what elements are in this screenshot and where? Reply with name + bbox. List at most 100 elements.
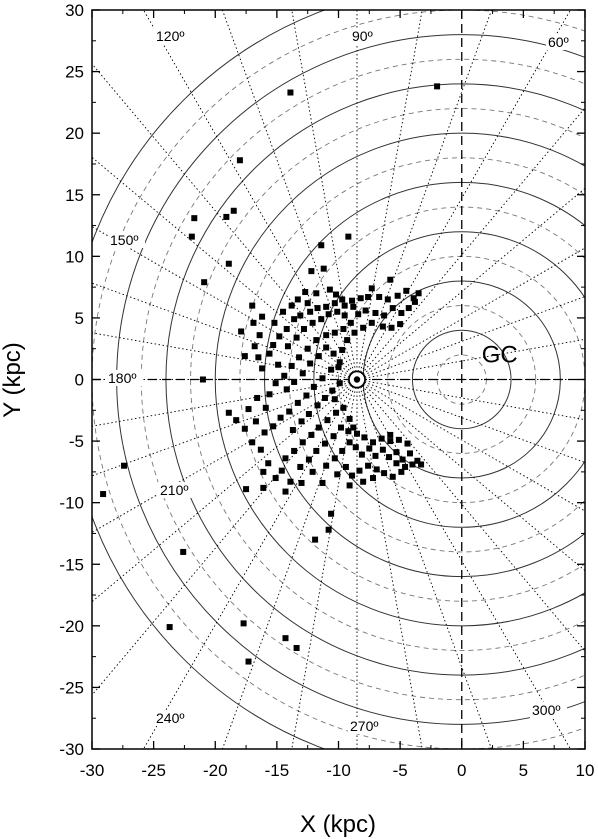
data-point: [309, 319, 316, 326]
data-point: [304, 300, 311, 307]
data-point: [266, 391, 273, 398]
data-point: [294, 296, 301, 303]
longitude-ray: [356, 10, 571, 380]
data-point: [191, 215, 198, 222]
data-point: [384, 296, 391, 303]
data-point: [340, 326, 347, 333]
data-point: [313, 290, 320, 297]
data-point: [355, 311, 362, 318]
data-point: [303, 392, 310, 399]
y-tick-label: 10: [65, 247, 84, 266]
data-point: [330, 433, 337, 440]
data-point: [278, 467, 285, 474]
data-point: [262, 404, 269, 411]
data-point: [287, 478, 294, 485]
data-point: [339, 447, 346, 454]
data-point: [365, 462, 372, 469]
data-point: [315, 424, 322, 431]
dashed-ring: [190, 108, 585, 651]
data-point: [297, 463, 304, 470]
data-point: [270, 342, 277, 349]
data-point: [347, 319, 354, 326]
data-point: [387, 438, 394, 445]
longitude-ray: [356, 107, 585, 380]
longitude-label: 60º: [548, 34, 569, 50]
data-point: [328, 366, 335, 373]
longitude-ray: [92, 156, 358, 380]
data-point: [282, 488, 289, 495]
data-point: [291, 447, 298, 454]
data-point: [286, 408, 293, 415]
gc-axes-lines: [92, 10, 585, 749]
data-point: [319, 375, 326, 382]
data-point: [394, 292, 401, 299]
longitude-label: 150º: [110, 232, 138, 248]
data-point: [223, 213, 230, 220]
data-point: [398, 468, 405, 475]
data-point: [261, 429, 268, 436]
solid-ring: [92, 10, 327, 749]
data-point: [201, 279, 208, 286]
sun-dot: [353, 376, 361, 383]
x-tick-label: 0: [457, 761, 466, 780]
data-point: [393, 460, 400, 467]
longitude-label: 180º: [108, 370, 136, 386]
data-point: [298, 418, 305, 425]
data-point: [334, 308, 341, 315]
data-point: [334, 471, 341, 478]
longitude-ray: [221, 10, 358, 380]
data-point: [308, 268, 315, 275]
data-point: [277, 414, 284, 421]
data-point: [345, 428, 352, 435]
data-point: [409, 461, 416, 468]
data-point: [225, 409, 232, 416]
x-tick-label: -10: [326, 761, 351, 780]
data-point: [335, 364, 342, 371]
data-point: [368, 285, 375, 292]
data-point: [389, 305, 396, 312]
data-point: [372, 309, 379, 316]
data-point: [336, 380, 343, 387]
data-point: [339, 346, 346, 353]
data-point: [325, 526, 332, 533]
data-point: [270, 423, 277, 430]
y-axis-title: Y (kpc): [0, 342, 26, 418]
longitude-labels: 60º 90º 120º 150º 180º 210º 240º 270º 300º: [106, 28, 575, 734]
y-tick-label: -25: [59, 678, 84, 697]
data-point: [283, 326, 290, 333]
data-point: [339, 296, 346, 303]
data-point: [245, 406, 252, 413]
x-tick-label: 10: [576, 761, 595, 780]
y-tick-label: 30: [65, 1, 84, 20]
data-point: [240, 620, 247, 627]
data-point: [395, 436, 402, 443]
data-point: [415, 290, 422, 297]
sun-marker: [348, 370, 366, 389]
data-point: [373, 466, 380, 473]
data-point: [225, 260, 232, 267]
data-point: [249, 439, 256, 446]
gc-label: GC: [482, 342, 518, 369]
data-point: [188, 233, 195, 240]
data-point: [351, 329, 358, 336]
data-point: [345, 233, 352, 240]
data-point: [370, 475, 377, 482]
data-point: [291, 378, 298, 385]
data-point: [313, 447, 320, 454]
longitude-ray: [356, 10, 493, 380]
data-point: [346, 439, 353, 446]
data-point: [319, 479, 326, 486]
data-point: [241, 353, 248, 360]
data-point: [324, 417, 331, 424]
longitude-ray: [92, 282, 358, 380]
data-point: [314, 402, 321, 409]
data-point: [352, 444, 359, 451]
data-point: [243, 486, 250, 493]
y-axis-ticks: -30 -25 -20 -15 -10 -5 0 5 10 15 20 25 30: [59, 1, 585, 759]
longitude-label-bg: [158, 482, 195, 498]
data-point: [281, 372, 288, 379]
data-point: [298, 479, 305, 486]
data-point: [372, 452, 379, 459]
data-point: [360, 324, 367, 331]
data-point: [282, 455, 289, 462]
